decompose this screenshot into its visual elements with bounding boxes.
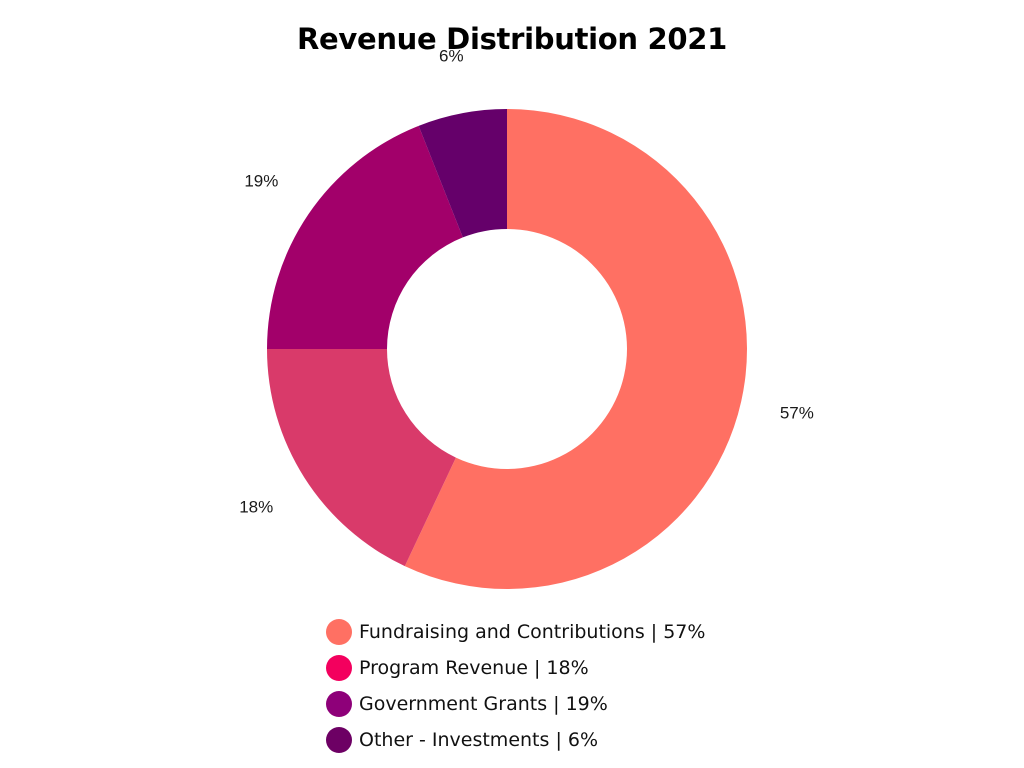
legend-swatch-government-grants [326,691,352,717]
donut-chart: 57% 18% 19% 6% [239,47,814,589]
chart-title: Revenue Distribution 2021 [296,22,728,56]
slice-government-grants [267,125,463,350]
slice-label-fundraising: 57% [780,403,814,422]
legend: Fundraising and Contributions | 57% Prog… [326,614,705,758]
legend-item-government-grants: Government Grants | 19% [326,686,705,722]
legend-item-other-investments: Other - Investments | 6% [326,722,705,758]
slice-other-investments [418,109,507,238]
legend-item-fundraising: Fundraising and Contributions | 57% [326,614,705,650]
legend-label-government-grants: Government Grants | 19% [359,693,608,715]
legend-swatch-other-investments [326,727,352,753]
legend-label-other-investments: Other - Investments | 6% [359,729,599,751]
legend-swatch-program-revenue [326,655,352,681]
legend-item-program-revenue: Program Revenue | 18% [326,650,705,686]
slice-label-other-investments: 6% [439,47,464,66]
slice-program-revenue [267,349,456,567]
legend-label-program-revenue: Program Revenue | 18% [359,657,589,679]
slice-label-program-revenue: 18% [239,498,273,517]
legend-label-fundraising: Fundraising and Contributions | 57% [359,621,706,643]
slice-fundraising [404,109,747,589]
slice-label-government-grants: 19% [244,172,278,191]
legend-swatch-fundraising [326,619,352,645]
